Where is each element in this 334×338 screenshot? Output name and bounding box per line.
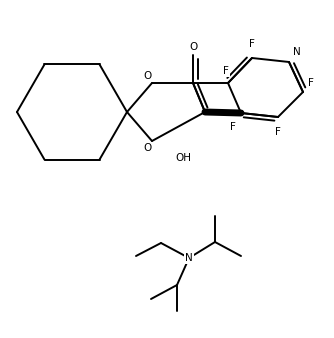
Text: F: F (249, 39, 255, 49)
Text: O: O (144, 143, 152, 153)
Text: N: N (293, 47, 301, 57)
Text: F: F (223, 66, 229, 76)
Text: OH: OH (175, 153, 191, 163)
Text: N: N (185, 253, 193, 263)
Text: O: O (144, 71, 152, 81)
Text: F: F (230, 122, 236, 132)
Text: O: O (189, 42, 197, 52)
Text: F: F (275, 127, 281, 137)
Text: F: F (308, 78, 314, 88)
